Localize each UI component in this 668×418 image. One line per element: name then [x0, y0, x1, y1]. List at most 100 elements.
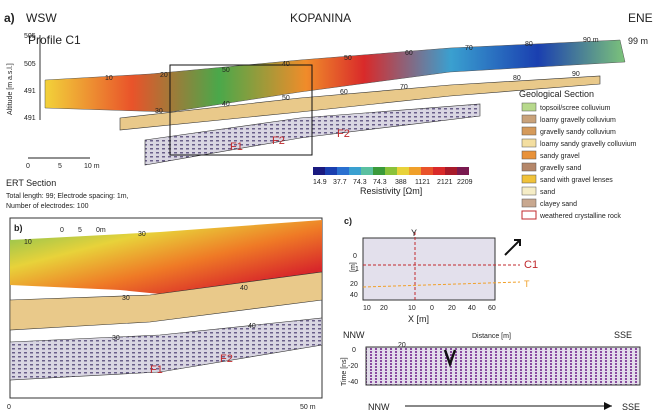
mark: 20: [160, 72, 168, 79]
map: [363, 238, 495, 300]
title: Distance [m]: [472, 333, 511, 340]
direction: ENE: [628, 11, 653, 25]
y-label: Y: [411, 228, 417, 238]
tick: 491: [24, 115, 36, 122]
panel-b: b) 0 5 0m 10 30 30 40 30 40 F1 F2 0 50 m: [7, 218, 322, 411]
mark: 90 m: [583, 37, 599, 44]
ert-section: ERT Section Total length: 99; Electrode …: [6, 178, 129, 210]
colorbar-tick: 14.9: [313, 179, 327, 186]
tick: 10: [408, 305, 416, 312]
fault: F2: [220, 353, 233, 365]
label: b): [14, 223, 23, 233]
tick: 40: [468, 305, 476, 312]
direction: NNW: [368, 402, 390, 412]
tick: 60: [488, 305, 496, 312]
scale: 5: [58, 163, 62, 170]
scale: 10 m: [84, 163, 100, 170]
tick: -20: [348, 363, 358, 370]
legend-item: topsoil/scree colluvium: [540, 105, 611, 112]
mark: 60: [340, 89, 348, 96]
legend-item: clayey sand: [540, 201, 577, 208]
title: ERT Section: [6, 178, 56, 188]
axis-label: Time [ns]: [341, 357, 348, 386]
mark: 30: [155, 108, 163, 115]
title: KOPANINA: [290, 11, 351, 25]
legend-item: loamy sandy gravelly colluvium: [540, 141, 637, 148]
tick: 10: [363, 305, 371, 312]
tick: 20: [350, 281, 358, 288]
tick: 491: [24, 88, 36, 95]
mark: 70: [400, 84, 408, 91]
mark: 10: [105, 75, 113, 82]
x-label: 50 m: [300, 404, 316, 411]
mark: 50: [282, 95, 290, 102]
fault: F2: [272, 135, 285, 147]
direction: SSE: [614, 330, 632, 340]
mark: 30: [138, 231, 146, 238]
tick: 0: [352, 347, 356, 354]
scale: 0m: [96, 227, 106, 234]
profile: Profile C1: [28, 33, 81, 47]
fault: F1: [230, 141, 243, 153]
x-label: X [m]: [408, 314, 429, 324]
tick: 505: [24, 61, 36, 68]
direction: SSE: [622, 402, 640, 412]
legend-title: Geological Section: [519, 89, 594, 99]
text: Number of electrodes: 100: [6, 203, 89, 210]
scale: 0: [26, 163, 30, 170]
scale: 0: [60, 227, 64, 234]
legend-item: sandy gravel: [540, 153, 580, 160]
legend-item: sand with gravel lenses: [540, 177, 613, 184]
arrow-head: [604, 402, 612, 410]
line-label: T: [524, 279, 530, 289]
tick: 505: [24, 33, 36, 40]
mark: 80: [525, 41, 533, 48]
tick: 1: [355, 266, 359, 273]
mark: 40: [282, 61, 290, 68]
tick: 20: [448, 305, 456, 312]
legend-item: gravelly sand: [540, 165, 581, 172]
mark: 70: [465, 45, 473, 52]
colorbar-tick: 2121: [437, 179, 453, 186]
x-label: 0: [7, 404, 11, 411]
mark: 40: [240, 285, 248, 292]
label: a): [4, 11, 15, 25]
north-arrow: [505, 240, 520, 255]
scale: 5: [78, 227, 82, 234]
colorbar-tick: 74.3: [373, 179, 387, 186]
label: c): [344, 216, 352, 226]
tick: 20: [380, 305, 388, 312]
text: Total length: 99; Electrode spacing: 1m,: [6, 193, 129, 200]
mark: 90: [572, 71, 580, 78]
direction: NNW: [343, 330, 365, 340]
direction: WSW: [26, 11, 57, 25]
fault: F2: [337, 128, 350, 140]
legend-item: gravelly sandy colluvium: [540, 129, 616, 136]
tick: 40: [350, 292, 358, 299]
mark: 50: [344, 55, 352, 62]
figure: a) WSW KOPANINA ENE Profile C1 Altitude …: [0, 0, 668, 413]
mark: 10: [24, 239, 32, 246]
mark: 30: [112, 335, 120, 342]
mark: 60: [405, 50, 413, 57]
mark: 30: [122, 295, 130, 302]
colorbar-tick: 2209: [457, 179, 473, 186]
end-label: 99 m: [628, 36, 648, 46]
legend: Geological Section topsoil/scree colluvi…: [519, 89, 637, 220]
tick: 0: [353, 253, 357, 260]
mark: 80: [513, 75, 521, 82]
colorbar-tick: 74.3: [353, 179, 367, 186]
legend-item: weathered crystalline rock: [539, 213, 621, 220]
panel-c: c) Y [m] 0 1 20 40 10 20 10 0 20 40 60 X…: [341, 216, 640, 412]
tick: -40: [348, 379, 358, 386]
tick: 0: [430, 305, 434, 312]
axis-label: Altitude [m a.s.l.]: [7, 63, 14, 115]
colorbar-tick: 1121: [415, 179, 430, 186]
colorbar-tick: 37.7: [333, 179, 347, 186]
mark: 40: [222, 101, 230, 108]
legend-item: sand: [540, 189, 555, 196]
mark: 50: [222, 67, 230, 74]
colorbar-label: Resistivity [Ωm]: [360, 186, 422, 196]
legend-item: loamy gravelly colluvium: [540, 117, 616, 124]
colorbar: [313, 167, 469, 175]
